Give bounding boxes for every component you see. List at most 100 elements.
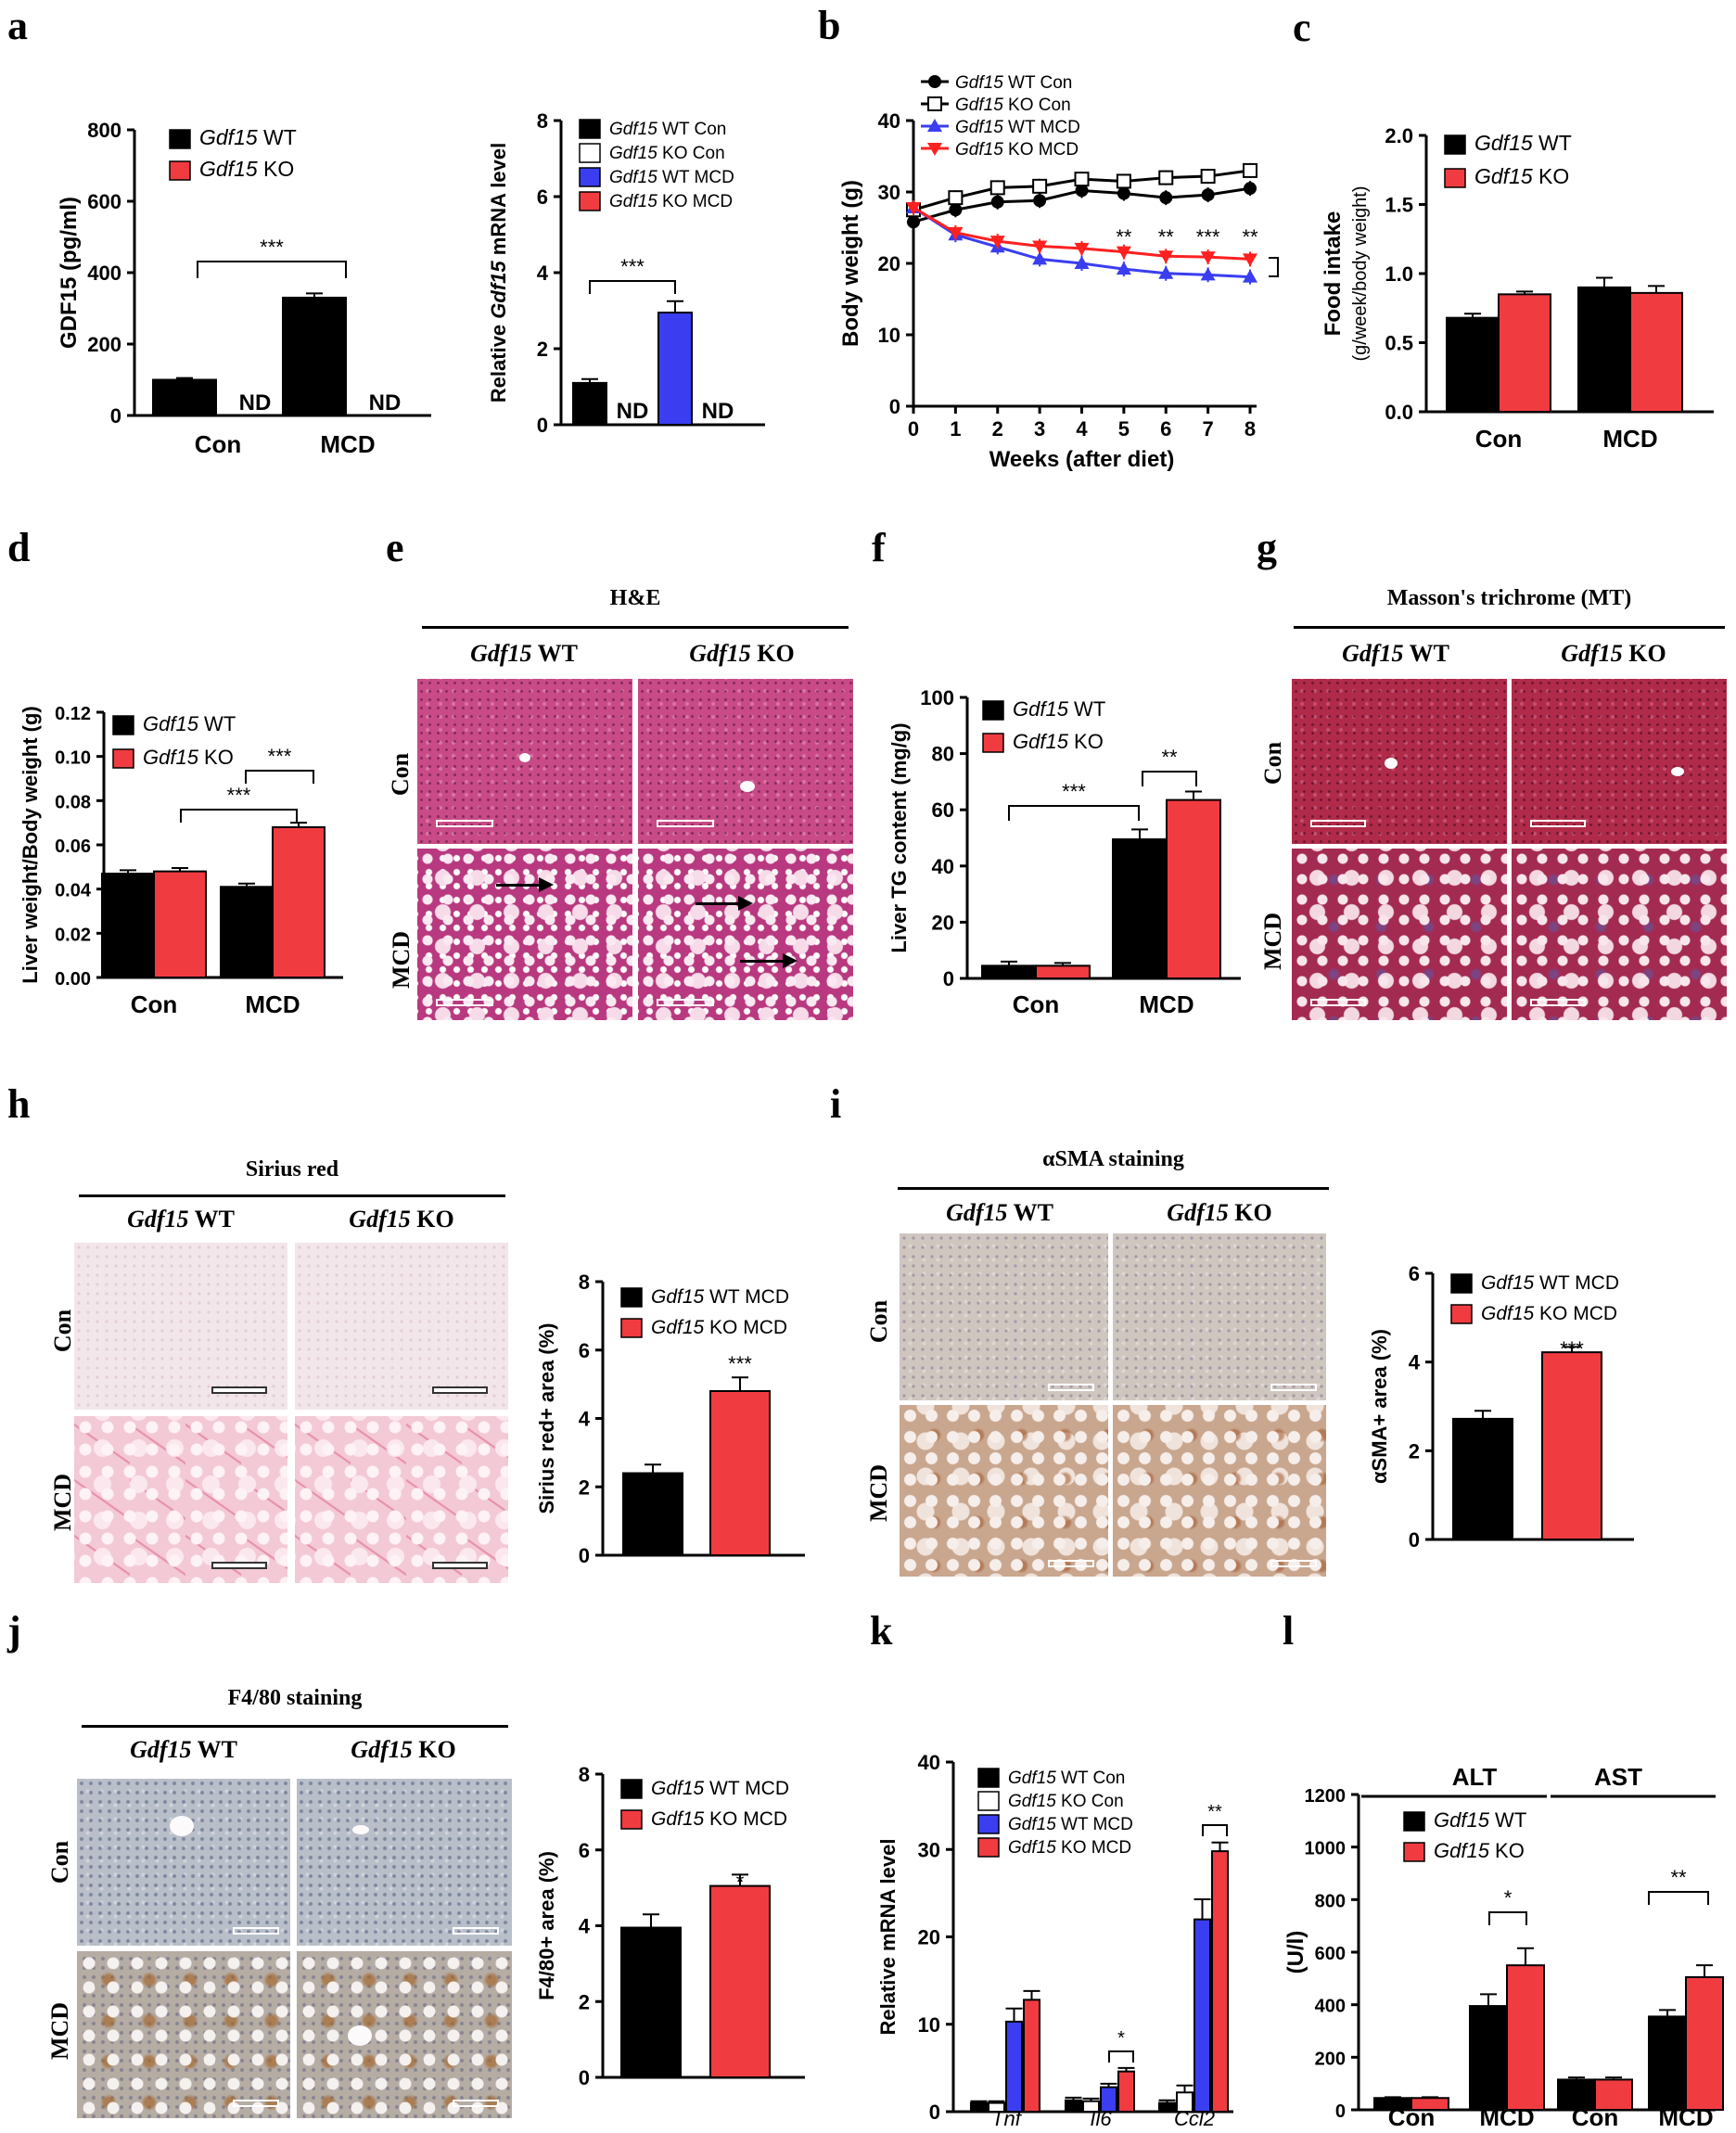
b-y-tick-label: 0 xyxy=(889,395,900,418)
c-y-label: Food intake xyxy=(1321,211,1346,337)
h-bar xyxy=(622,1472,683,1556)
scale-bar xyxy=(657,820,714,827)
sr-con-wt-image xyxy=(74,1243,287,1410)
l-y-tick-label: 400 xyxy=(1315,1997,1346,2017)
b-x-tick-label: 7 xyxy=(1203,417,1214,441)
sr-title: Sirius red xyxy=(245,1157,339,1181)
d-y-label: Liver weight/Body weight (g) xyxy=(19,706,42,983)
a1-legend-label: Gdf15 KO xyxy=(199,157,294,181)
f-legend-label: Gdf15 KO xyxy=(1013,730,1104,753)
k-bar xyxy=(1100,2086,1117,2114)
scale-bar xyxy=(211,1562,267,1569)
d-legend-label: Gdf15 WT xyxy=(143,712,236,735)
b-x-label: Weeks (after diet) xyxy=(989,447,1175,472)
b-data-point xyxy=(1243,162,1257,178)
a2-legend-swatch xyxy=(579,167,601,187)
mt-mcd-ko-image xyxy=(1512,849,1727,1020)
sma-con-wt-image xyxy=(900,1233,1108,1400)
f-y-tick-label: 40 xyxy=(932,855,954,878)
c-y-label: (g/week/body weight) xyxy=(1350,186,1371,362)
k-bar xyxy=(1211,1850,1229,2113)
a1-y-label: GDF15 (pg/ml) xyxy=(57,197,82,349)
f-bar xyxy=(1166,798,1221,979)
a2-legend-swatch xyxy=(579,119,601,139)
f-sig-bracket xyxy=(1008,805,1140,821)
i-legend-swatch xyxy=(1450,1273,1473,1294)
vessel xyxy=(1385,758,1398,769)
d-bar xyxy=(153,870,207,978)
a2-y-tick-label: 0 xyxy=(537,414,548,437)
i-sig-label: *** xyxy=(1560,1337,1584,1360)
arrow-icon xyxy=(496,877,554,892)
sma-mcd-ko-image xyxy=(1113,1405,1326,1577)
h-y-tick-label: 2 xyxy=(579,1475,590,1499)
l-y-tick-label: 800 xyxy=(1315,1891,1346,1911)
sr-col-wt: Gdf15 WT xyxy=(127,1206,235,1233)
scale-bar xyxy=(657,999,714,1006)
b-data-point xyxy=(1200,251,1216,265)
scale-bar xyxy=(432,1562,488,1569)
l-bar xyxy=(1594,2078,1633,2112)
c-bar xyxy=(1498,293,1551,414)
d-legend-swatch xyxy=(112,748,134,769)
j-y-tick-label: 2 xyxy=(579,1990,590,2013)
a1-y-tick-label: 800 xyxy=(87,119,121,142)
l-sig-bracket-label: * xyxy=(1504,1886,1513,1909)
l-y-tick-label: 200 xyxy=(1315,2049,1346,2069)
f-y-label: Liver TG content (mg/g) xyxy=(887,722,911,952)
i-legend-label: Gdf15 KO MCD xyxy=(1481,1303,1617,1324)
d-x-tick-label: Con xyxy=(131,990,178,1018)
b-x-tick-label: 0 xyxy=(908,417,919,441)
f-sig-bracket-label: *** xyxy=(1062,780,1086,803)
a1-nd-label: ND xyxy=(239,390,272,415)
i-y-label: αSMA+ area (%) xyxy=(1368,1329,1391,1484)
b-sig-label: ** xyxy=(1242,225,1258,249)
a1-nd-label: ND xyxy=(369,390,402,415)
h-bar xyxy=(709,1390,771,1556)
a2-sig-bracket xyxy=(589,280,676,294)
b-legend-label: Gdf15 WT MCD xyxy=(955,118,1080,137)
i-bar xyxy=(1541,1351,1602,1540)
b-x-tick-label: 4 xyxy=(1076,417,1088,441)
j-y-tick-label: 8 xyxy=(579,1763,590,1786)
panel-label-g: g xyxy=(1257,525,1277,570)
l-group-label: ALT xyxy=(1452,1763,1498,1791)
a1-bar-wt xyxy=(152,378,217,416)
b-sig-bracket xyxy=(1269,257,1279,277)
l-bar xyxy=(1469,2005,1508,2111)
h-y-tick-label: 4 xyxy=(579,1408,591,1431)
sma-title: αSMA staining xyxy=(1042,1147,1184,1171)
k-bar xyxy=(1176,2091,1194,2113)
scale-bar xyxy=(1270,1560,1317,1567)
k-sig-bracket-label: * xyxy=(1117,2028,1125,2049)
scale-bar xyxy=(1530,820,1586,827)
vessel xyxy=(519,753,530,762)
b-x-tick-label: 3 xyxy=(1034,417,1045,441)
a2-legend-label: Gdf15 WT MCD xyxy=(609,168,734,187)
c-y-tick-label: 0.5 xyxy=(1385,332,1413,355)
k-bar xyxy=(1158,2101,1176,2113)
mt-con-wt-image xyxy=(1292,679,1507,844)
k-legend-label: Gdf15 KO Con xyxy=(1008,1792,1124,1811)
c-legend-swatch xyxy=(1444,168,1466,188)
b-y-tick-label: 30 xyxy=(878,181,900,204)
b-x-tick-label: 5 xyxy=(1118,417,1130,441)
l-bar xyxy=(1557,2078,1596,2112)
k-bar xyxy=(1082,2100,1100,2113)
b-data-point xyxy=(990,195,1004,209)
sr-mcd-ko-image xyxy=(295,1416,508,1583)
a1-legend-label: Gdf15 WT xyxy=(199,125,297,149)
he-con-wt-image xyxy=(417,679,632,844)
d-bar xyxy=(101,872,155,979)
j-legend-swatch xyxy=(620,1809,643,1830)
a2-bar xyxy=(572,381,607,426)
k-sig-bracket xyxy=(1108,2050,1134,2063)
scale-bar xyxy=(453,2100,499,2107)
a1-y-tick-label: 200 xyxy=(87,333,121,356)
h-y-tick-label: 0 xyxy=(579,1544,590,1567)
scale-bar xyxy=(453,1927,499,1935)
c-y-tick-label: 2.0 xyxy=(1385,124,1413,147)
arrow-icon xyxy=(696,896,753,911)
b-data-point xyxy=(1201,188,1215,202)
b-sig-label: ** xyxy=(1158,225,1175,249)
